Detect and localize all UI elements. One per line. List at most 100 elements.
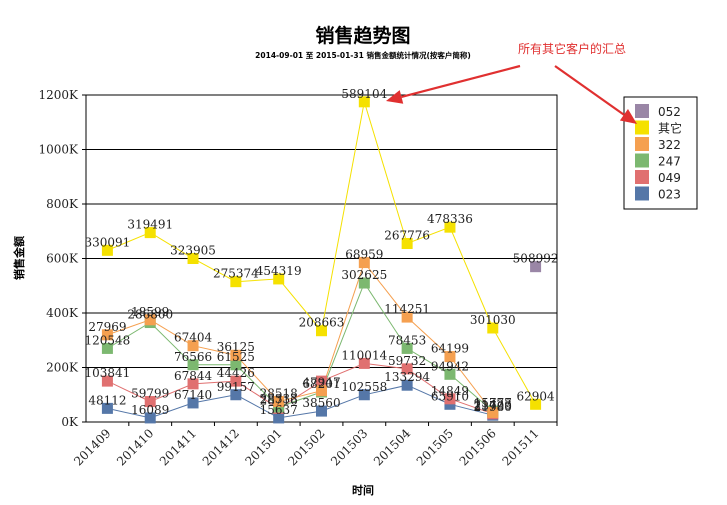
y-tick-label: 800K xyxy=(46,197,79,211)
data-label: 301030 xyxy=(470,313,516,327)
data-label: 38560 xyxy=(302,396,340,410)
data-label: 61525 xyxy=(217,350,255,364)
series-line xyxy=(107,384,493,419)
data-label: 36125 xyxy=(217,340,255,354)
legend-label: 023 xyxy=(658,188,681,202)
data-label: 59799 xyxy=(131,387,169,401)
series-line xyxy=(107,261,494,413)
data-point xyxy=(101,329,113,341)
data-point xyxy=(144,314,156,326)
data-point xyxy=(401,238,413,250)
data-label: 78453 xyxy=(388,333,426,347)
data-point xyxy=(187,340,199,352)
legend-label: 322 xyxy=(658,138,681,152)
x-tick-label: 201501 xyxy=(243,426,285,468)
data-label: 110014 xyxy=(341,348,387,362)
data-label: 23709 xyxy=(474,399,512,413)
data-point xyxy=(487,322,499,334)
data-label: 589104 xyxy=(341,87,387,101)
data-point xyxy=(487,406,499,418)
data-point xyxy=(444,351,456,363)
data-label: 21423 xyxy=(474,397,512,411)
data-label: 68201 xyxy=(302,377,340,391)
y-tick-label: 600K xyxy=(46,252,79,266)
data-point xyxy=(144,412,156,424)
series-line xyxy=(107,362,493,415)
data-label: 62904 xyxy=(516,389,555,403)
data-point xyxy=(316,385,327,397)
annotation-arrowhead xyxy=(386,90,404,104)
data-point xyxy=(358,96,370,108)
legend-swatch xyxy=(635,137,649,151)
annotation-arrowhead xyxy=(619,109,637,124)
x-tick-label: 201506 xyxy=(457,426,499,468)
data-label: 18599 xyxy=(131,305,169,319)
data-label: 59732 xyxy=(388,354,426,368)
y-axis-title: 销售金额 xyxy=(12,236,26,280)
x-tick-label: 201503 xyxy=(328,426,370,468)
data-label: 14849 xyxy=(431,384,469,398)
chart-subtitle: 2014-09-01 至 2015-01-31 销售金额统计情况(按客户简称) xyxy=(255,50,471,60)
annotation-text: 所有其它客户的汇总 xyxy=(518,41,626,56)
data-label: 44426 xyxy=(217,366,255,380)
data-point xyxy=(230,375,242,387)
data-label: 64199 xyxy=(431,342,469,356)
series-line xyxy=(107,281,494,412)
x-axis-title: 时间 xyxy=(352,483,374,497)
x-tick-label: 201412 xyxy=(200,426,242,468)
data-point xyxy=(187,359,199,371)
x-tick-label: 201505 xyxy=(414,426,456,468)
legend-swatch xyxy=(635,104,649,118)
y-tick-label: 1000K xyxy=(38,143,79,157)
data-label: 27969 xyxy=(88,320,126,334)
data-label: 133294 xyxy=(384,370,430,384)
data-point xyxy=(358,257,370,269)
data-point xyxy=(101,375,113,387)
legend-label: 049 xyxy=(658,171,681,185)
y-tick-label: 400K xyxy=(46,306,79,320)
data-label: 99157 xyxy=(217,380,255,394)
annotation-arrow xyxy=(401,64,521,99)
data-point xyxy=(230,276,242,288)
data-point xyxy=(101,402,113,414)
data-point xyxy=(316,325,327,337)
legend-label: 052 xyxy=(658,105,681,119)
data-point xyxy=(273,412,285,424)
data-point xyxy=(316,405,327,417)
data-label: 114251 xyxy=(384,302,430,316)
data-label: 102558 xyxy=(341,380,387,394)
data-point xyxy=(358,277,370,289)
legend-label: 其它 xyxy=(658,121,682,136)
data-label: 120548 xyxy=(85,333,131,347)
data-label: 65910 xyxy=(431,389,469,403)
data-label: 15637 xyxy=(260,403,298,417)
data-label: 267776 xyxy=(384,229,430,243)
data-label: 68959 xyxy=(345,248,383,262)
y-tick-label: 200K xyxy=(46,361,79,375)
data-point xyxy=(101,244,113,256)
data-label: 454319 xyxy=(256,264,302,278)
data-point xyxy=(358,389,370,401)
data-label: 67844 xyxy=(174,369,213,383)
data-label: 275374 xyxy=(213,267,259,281)
data-point xyxy=(273,273,285,285)
data-label: 67404 xyxy=(174,331,213,345)
data-point xyxy=(101,342,113,354)
data-label: 478336 xyxy=(427,212,473,226)
data-label: 47947 xyxy=(302,376,340,390)
data-point xyxy=(530,398,542,410)
data-point xyxy=(444,368,456,380)
x-tick-label: 201409 xyxy=(71,426,113,468)
legend-swatch xyxy=(635,120,649,135)
data-point xyxy=(444,393,456,405)
data-label: 76566 xyxy=(174,350,212,364)
annotation-arrow xyxy=(554,65,625,116)
data-label: 21980 xyxy=(474,400,512,414)
data-label: 508992 xyxy=(513,252,559,266)
data-point xyxy=(187,397,199,409)
x-tick-label: 201410 xyxy=(114,426,156,468)
data-label: 302625 xyxy=(341,268,387,282)
data-point xyxy=(401,342,413,354)
legend: 052 其它 322 247 049 023 xyxy=(386,64,698,210)
